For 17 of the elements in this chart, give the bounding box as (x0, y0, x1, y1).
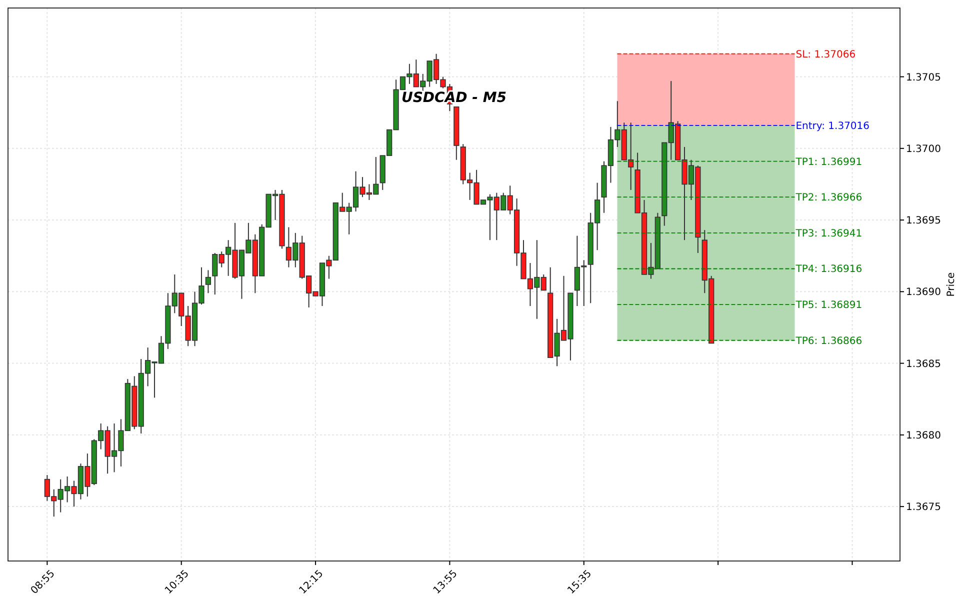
y-tick-label: 1.3680 (906, 430, 941, 442)
candlestick (205, 270, 212, 294)
y-tick-label: 1.3695 (906, 216, 941, 227)
y-axis-title: Price (946, 272, 957, 297)
ref-line-label: Entry: 1.37016 (796, 120, 870, 132)
y-tick-label: 1.3675 (906, 502, 941, 514)
ref-line-label: TP2: 1.36966 (794, 192, 862, 204)
ref-line-label: TP3: 1.36941 (794, 228, 862, 240)
ref-line-label: TP4: 1.36916 (794, 264, 862, 276)
ref-line-label: TP6: 1.36866 (794, 336, 862, 347)
ref-line-label: TP5: 1.36891 (794, 300, 862, 312)
y-tick-label: 1.3705 (906, 72, 941, 84)
y-tick-label: 1.3685 (906, 358, 941, 370)
ref-line-label: SL: 1.37066 (796, 49, 856, 60)
ref-line-label: TP1: 1.36991 (794, 156, 862, 168)
y-tick-label: 1.3700 (906, 144, 941, 155)
y-tick-label: 1.3690 (906, 287, 941, 298)
